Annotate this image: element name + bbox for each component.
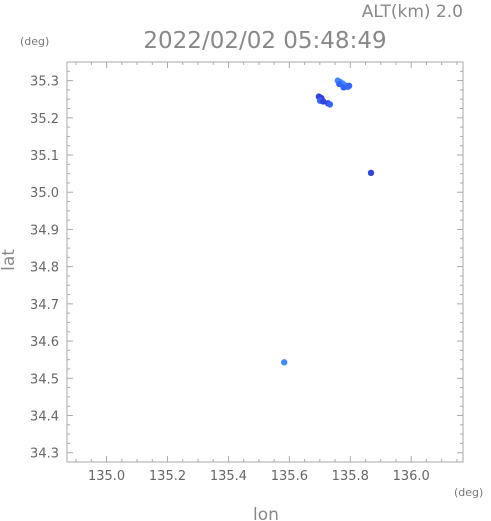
y-tick-label: 35.0	[30, 186, 59, 201]
y-tick-label: 35.3	[30, 75, 59, 90]
x-tick-label: 135.6	[271, 469, 308, 484]
y-tick-label: 34.4	[30, 409, 59, 424]
plot-area	[66, 61, 464, 463]
echo-points	[280, 77, 375, 366]
echo-point	[326, 101, 334, 108]
y-tick-label: 34.3	[30, 447, 59, 462]
x-tick-label: 136.0	[393, 469, 430, 484]
echo-point	[319, 98, 327, 105]
x-tick-label: 135.4	[210, 469, 247, 484]
x-unit-label: (deg)	[454, 486, 483, 499]
y-tick-label: 34.6	[30, 335, 59, 350]
x-tick-label: 135.2	[149, 469, 186, 484]
x-tick-label: 135.8	[332, 469, 369, 484]
chart-title: 2022/02/02 05:48:49	[143, 28, 386, 54]
axis-ticks	[67, 61, 463, 463]
y-tick-label: 34.7	[30, 298, 59, 313]
y-tick-label: 34.8	[30, 261, 59, 276]
y-tick-label: 35.1	[30, 149, 59, 164]
y-axis-label: lat	[0, 249, 19, 271]
x-tick-label: 135.0	[88, 469, 125, 484]
echo-point	[336, 80, 343, 88]
y-tick-label: 34.9	[30, 223, 59, 238]
x-axis-label: lon	[253, 505, 279, 521]
echo-point	[280, 359, 288, 366]
y-tick-label: 35.2	[30, 112, 59, 127]
y-tick-label: 34.5	[30, 372, 59, 387]
tick-labels: 135.0 135.2 135.4 135.6 135.8 136.0 34.3 34.4 34…	[30, 75, 430, 484]
echo-point	[345, 82, 353, 90]
echo-point	[367, 169, 375, 177]
y-unit-label: (deg)	[20, 35, 49, 48]
altitude-label: ALT(km) 2.0	[362, 2, 463, 22]
